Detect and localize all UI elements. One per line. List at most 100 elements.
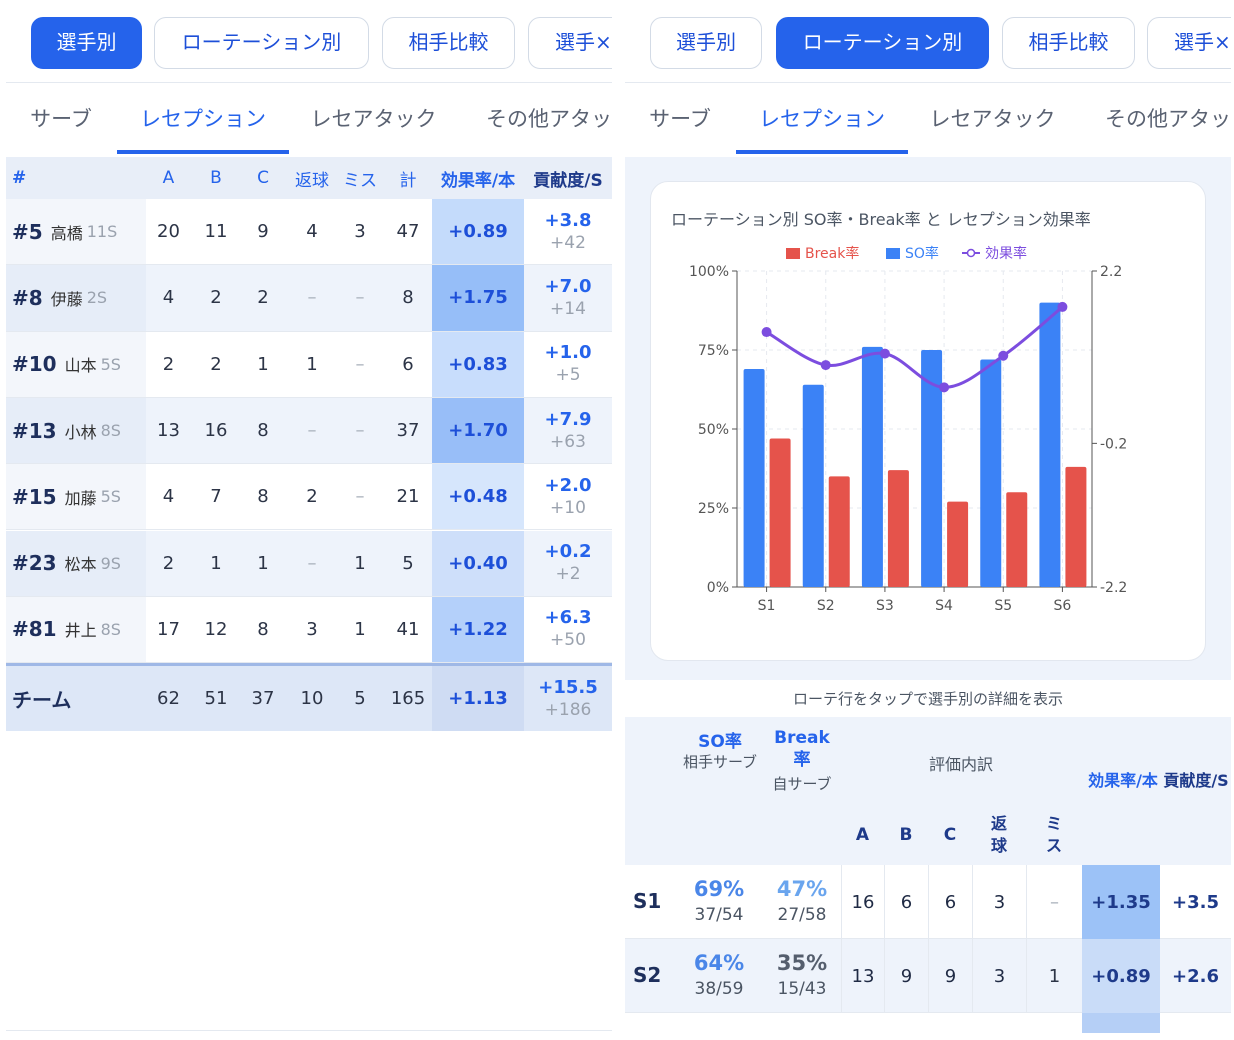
player-name-cell: #15 加藤 5S	[6, 464, 146, 530]
header-contribution[interactable]: 貢献度/S	[533, 170, 603, 191]
header-b[interactable]: B	[899, 825, 913, 845]
cell-miss: 1	[1026, 939, 1082, 1013]
table-row[interactable]: #23 松本 9S 2 1 1 – 1 5 +0.40 +0.2 +2	[6, 530, 612, 597]
team-miss: 5	[354, 688, 366, 710]
x-tick-label: S3	[876, 598, 894, 614]
cell-contribution: +6.3 +50	[524, 597, 612, 662]
team-a: 62	[157, 688, 180, 710]
efficiency-point	[1057, 301, 1068, 312]
y-tick-label: 0%	[707, 580, 729, 596]
tab-opponent-compare[interactable]: 相手比較	[382, 17, 515, 69]
header-miss[interactable]: ミス	[1045, 814, 1062, 855]
tab-players[interactable]: 選手別	[31, 17, 142, 69]
so-rate-bar	[921, 350, 943, 587]
efficiency-point	[998, 350, 1009, 361]
so-rate-bar	[980, 359, 1002, 587]
header-contribution[interactable]: 貢献度/S	[1163, 771, 1229, 790]
cell-a: 4	[162, 287, 175, 309]
header-total[interactable]: 計	[399, 170, 417, 191]
cell-return: 3	[972, 865, 1026, 939]
table-row[interactable]: #13 小林 8S 13 16 8 – – 37 +1.70 +7.9 +63	[6, 397, 612, 465]
player-number: #23	[12, 551, 57, 576]
cell-efficiency: +1.70	[432, 397, 524, 464]
cell-b: 2	[210, 287, 222, 309]
subtab-other-attack[interactable]: その他アタッ・	[486, 107, 612, 131]
header-return[interactable]: 返球	[990, 814, 1007, 855]
subtab-other-attack[interactable]: その他アタッ・	[1105, 107, 1231, 131]
subtab-reception-attack[interactable]: レセアタック	[310, 107, 437, 131]
header-efficiency[interactable]: 効果率/本	[1088, 771, 1158, 790]
team-efficiency: +1.13	[432, 666, 524, 732]
tab-player-cross[interactable]: 選手×	[528, 17, 612, 69]
rotation-row[interactable]	[625, 1013, 1231, 1033]
legend-so-label: SO率	[905, 245, 939, 262]
cell-b: 12	[204, 618, 228, 640]
player-name: 山本	[64, 356, 97, 376]
player-sets: 8S	[100, 619, 121, 639]
so-rate-bar	[1039, 302, 1061, 587]
rotation-table: SO率 相手サーブ Break率 自サーブ 評価内訳 A B C 返球 ミス 効…	[625, 717, 1231, 1040]
y-tick-label: 25%	[698, 501, 729, 517]
chart-card: ローテーション別 SO率・Break率 と レセプション効果率 0% 25% 50%…	[650, 181, 1206, 661]
cell-total: 47	[396, 221, 420, 243]
tab-rotation[interactable]: ローテーション別	[154, 17, 369, 69]
cell-total: 37	[396, 420, 420, 442]
legend-break-label: Break率	[805, 245, 859, 262]
cell-c: 8	[257, 420, 269, 442]
player-name: 小林	[64, 422, 97, 442]
table-row[interactable]: #5 高橋 11S 20 11 9 4 3 47 +0.89 +3.8 +42	[6, 199, 612, 266]
header-break-rate[interactable]: Break率	[774, 728, 830, 770]
player-number: #10	[12, 352, 57, 377]
cell-miss: –	[355, 353, 365, 375]
subtab-serve[interactable]: サーブ	[30, 107, 92, 131]
cell-efficiency: +0.40	[432, 530, 524, 596]
cell-miss: –	[1026, 865, 1082, 939]
team-ret: 10	[300, 688, 324, 710]
header-a[interactable]: A	[855, 825, 870, 845]
subtab-reception[interactable]: レセプション	[117, 92, 289, 154]
tab-player-cross[interactable]: 選手×	[1147, 17, 1231, 69]
table-row[interactable]: #8 伊藤 2S 4 2 2 – – 8 +1.75 +7.0 +14	[6, 265, 612, 332]
header-b[interactable]: B	[210, 168, 222, 188]
cell-contribution: +3.8 +42	[524, 199, 612, 264]
so-fraction: 38/59	[694, 979, 744, 999]
header-so-rate[interactable]: SO率	[698, 732, 742, 752]
cell-b: 7	[210, 486, 222, 508]
header-a[interactable]: A	[162, 168, 175, 188]
tab-opponent-compare[interactable]: 相手比較	[1002, 17, 1135, 69]
player-name: 松本	[64, 555, 97, 575]
cell-ret: 2	[306, 486, 318, 508]
subtab-reception[interactable]: レセプション	[736, 92, 908, 154]
tab-players[interactable]: 選手別	[650, 17, 762, 69]
skill-tabs: サーブ レセプション レセアタック その他アタッ・	[625, 92, 1231, 156]
so-rate: 69%	[693, 877, 745, 901]
player-name: 井上	[64, 621, 97, 641]
break-rate-bar	[828, 476, 850, 587]
header-ret[interactable]: 返球	[295, 170, 329, 191]
cell-miss: 1	[354, 618, 366, 640]
header-c[interactable]: C	[257, 168, 269, 188]
cell-contribution: +2.6	[1172, 965, 1219, 987]
cell-b: 6	[884, 865, 928, 939]
table-row[interactable]: #10 山本 5S 2 2 1 1 – 6 +0.83 +1.0 +5	[6, 331, 612, 398]
cell-c: 8	[257, 486, 269, 508]
header-miss[interactable]: ミス	[343, 170, 377, 191]
cell-ret: –	[307, 552, 317, 574]
cell-c: 9	[257, 221, 269, 243]
break-rate-bar	[1006, 492, 1028, 587]
player-name-cell: #81 井上 8S	[6, 596, 146, 663]
tab-rotation[interactable]: ローテーション別	[776, 17, 989, 69]
legend-eff-marker	[966, 248, 976, 258]
header-c[interactable]: C	[943, 825, 957, 845]
cell-b: 2	[210, 353, 222, 375]
contribution-per-set: +3.8	[544, 209, 592, 231]
cell-a: 17	[157, 618, 180, 640]
table-row[interactable]: #81 井上 8S 17 12 8 3 1 41 +1.22 +6.3 +50	[6, 596, 612, 664]
contribution-per-set: +7.9	[544, 408, 592, 430]
table-row[interactable]: #15 加藤 5S 4 7 8 2 – 21 +0.48 +2.0 +10	[6, 464, 612, 531]
player-sets: 8S	[100, 421, 121, 441]
subtab-reception-attack[interactable]: レセアタック	[929, 107, 1056, 131]
efficiency-point	[761, 327, 772, 338]
subtab-serve[interactable]: サーブ	[649, 107, 711, 131]
header-efficiency[interactable]: 効果率/本	[440, 170, 516, 191]
